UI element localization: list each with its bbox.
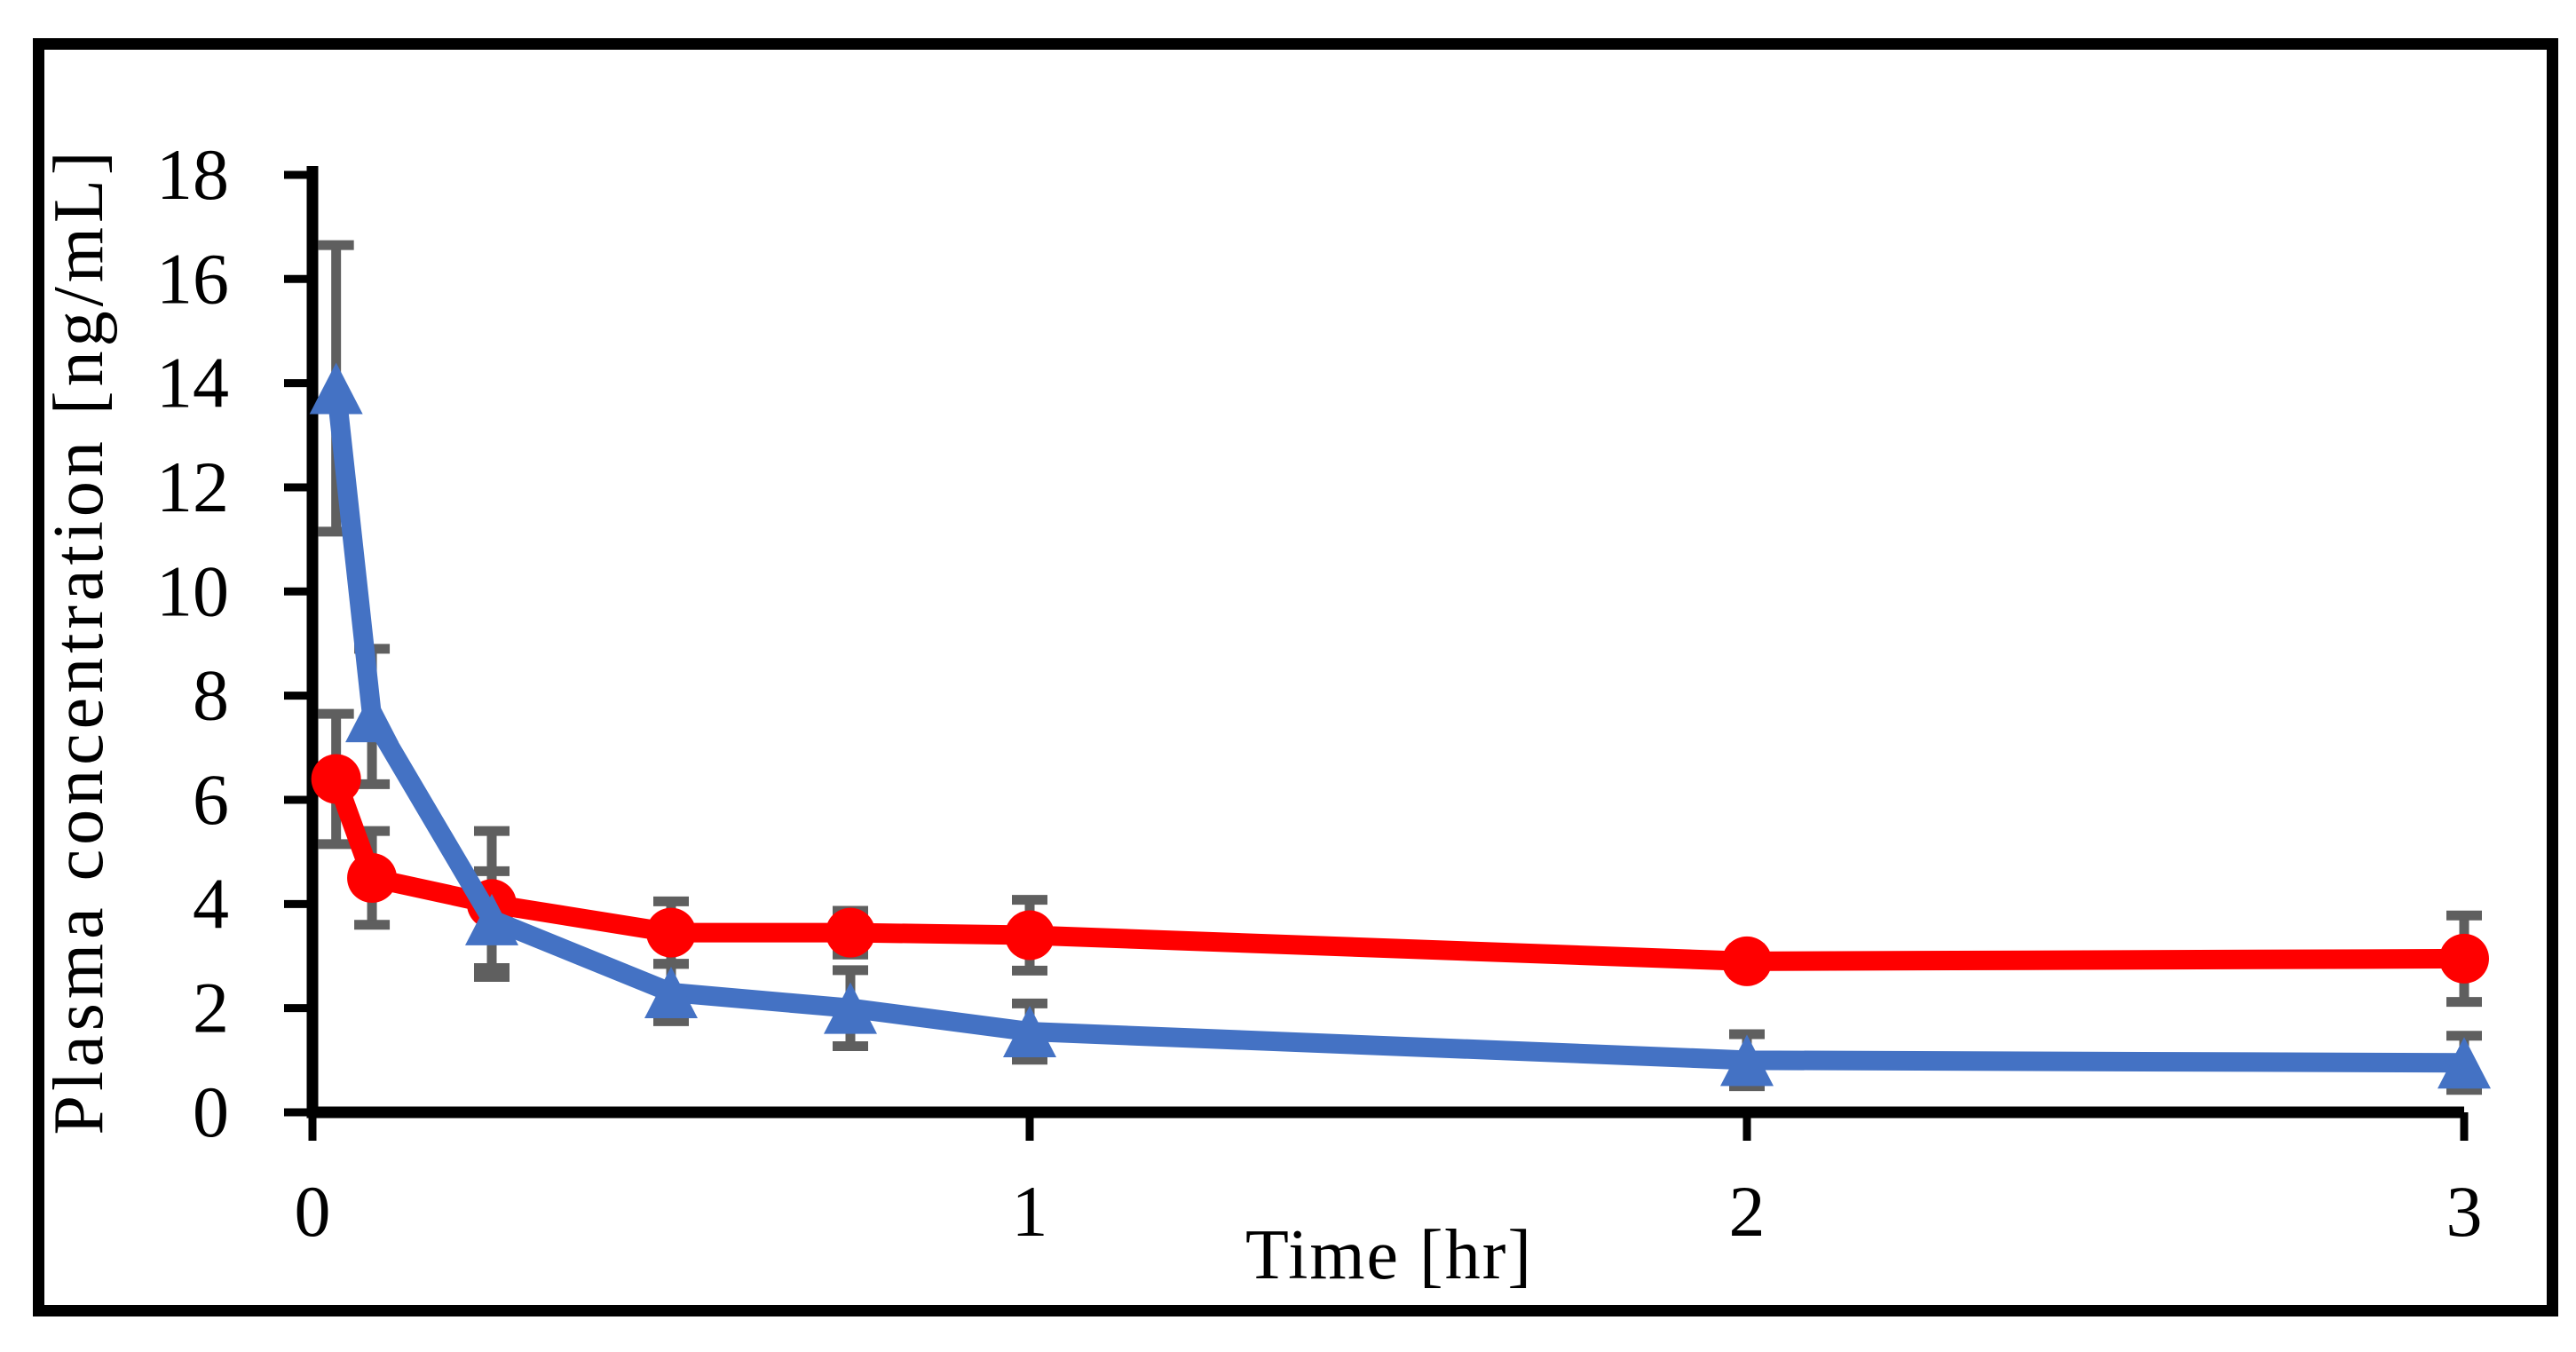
circle-marker xyxy=(311,754,361,804)
figure-border xyxy=(33,38,2558,1316)
x-axis-title: Time [hr] xyxy=(1245,1216,1533,1294)
circle-marker xyxy=(826,907,875,958)
y-tick-label: 10 xyxy=(156,550,229,631)
triangle-marker xyxy=(1720,1034,1774,1087)
y-tick-label: 16 xyxy=(156,238,229,319)
circle-marker xyxy=(646,907,696,958)
x-tick-label: 0 xyxy=(295,1171,331,1252)
triangle-marker xyxy=(824,982,877,1034)
triangle-marker xyxy=(2438,1037,2491,1089)
triangle-marker xyxy=(465,893,518,945)
circle-marker xyxy=(347,852,398,903)
blue-triangle-series-line xyxy=(326,378,2474,1073)
y-tick-label: 14 xyxy=(156,343,229,423)
triangle-marker xyxy=(345,691,399,743)
triangle-marker xyxy=(644,967,698,1019)
x-tick-label: 2 xyxy=(1729,1171,1766,1252)
y-tick-label: 18 xyxy=(156,134,229,215)
y-tick-label: 12 xyxy=(156,447,229,527)
axes-layer xyxy=(284,166,2469,1141)
y-tick-label: 8 xyxy=(193,655,229,736)
y-tick-label: 4 xyxy=(193,863,229,944)
y-tick-label: 0 xyxy=(193,1071,229,1152)
circle-marker xyxy=(1005,910,1055,961)
series-layer xyxy=(309,362,2491,1089)
circle-marker xyxy=(2439,933,2489,984)
y-tick-label: 2 xyxy=(193,968,229,1048)
titles-layer: Plasma concentration [ng/mL] Time [hr] xyxy=(40,146,1533,1294)
y-axis-title: Plasma concentration [ng/mL] xyxy=(40,146,118,1135)
y-tick-label: 6 xyxy=(193,759,229,840)
circle-marker xyxy=(1722,936,1772,986)
x-tick-label: 1 xyxy=(1012,1171,1048,1252)
triangle-marker xyxy=(309,362,363,415)
triangle-marker xyxy=(1003,1006,1056,1058)
x-tick-label: 3 xyxy=(2446,1171,2483,1252)
